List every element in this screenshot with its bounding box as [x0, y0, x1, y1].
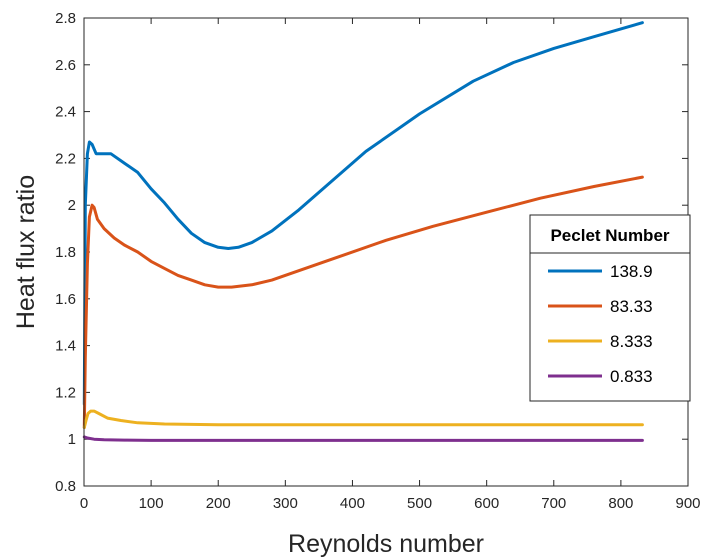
x-tick-label: 0: [80, 495, 88, 512]
series-lines: [82, 21, 644, 442]
legend-label: 138.9: [610, 262, 653, 281]
y-tick-label: 1.8: [55, 244, 76, 261]
y-tick-label: 2.2: [55, 150, 76, 167]
y-tick-label: 0.8: [55, 478, 76, 495]
x-tick-label: 500: [407, 495, 432, 512]
y-tick-label: 1.6: [55, 291, 76, 308]
x-axis-label: Reynolds number: [288, 530, 484, 558]
x-tick-label: 700: [541, 495, 566, 512]
y-tick-label: 1.2: [55, 384, 76, 401]
x-axis-ticks: 0 100 200 300 400 500 600 700 800 900: [80, 18, 701, 512]
legend-title: Peclet Number: [550, 226, 669, 245]
series-line-138.9: [82, 21, 644, 406]
legend-label: 8.333: [610, 332, 653, 351]
legend-box: [529, 214, 691, 402]
y-axis-ticks: 0.8 1 1.2 1.4 1.6 1.8 2 2.2 2.4 2.6 2.8: [55, 10, 688, 495]
y-tick-label: 1: [68, 431, 76, 448]
legend-label: 83.33: [610, 297, 653, 316]
series-line-8.333: [82, 409, 644, 429]
y-tick-label: 2.8: [55, 10, 76, 27]
x-tick-label: 900: [675, 495, 700, 512]
series-line-83.33: [82, 175, 644, 429]
legend: Peclet Number 138.9 83.33 8.333 0.833: [529, 214, 691, 402]
y-tick-label: 2: [68, 197, 76, 214]
x-tick-label: 400: [340, 495, 365, 512]
y-axis-label: Heat flux ratio: [12, 175, 40, 329]
x-tick-label: 100: [139, 495, 164, 512]
x-tick-label: 200: [206, 495, 231, 512]
y-tick-label: 2.4: [55, 104, 76, 121]
series-line-0.833: [82, 435, 644, 442]
x-tick-label: 800: [608, 495, 633, 512]
legend-entries: 138.9 83.33 8.333 0.833: [548, 262, 653, 386]
y-tick-label: 1.4: [55, 338, 76, 355]
y-tick-label: 2.6: [55, 57, 76, 74]
x-tick-label: 300: [273, 495, 298, 512]
legend-label: 0.833: [610, 367, 653, 386]
x-tick-label: 600: [474, 495, 499, 512]
